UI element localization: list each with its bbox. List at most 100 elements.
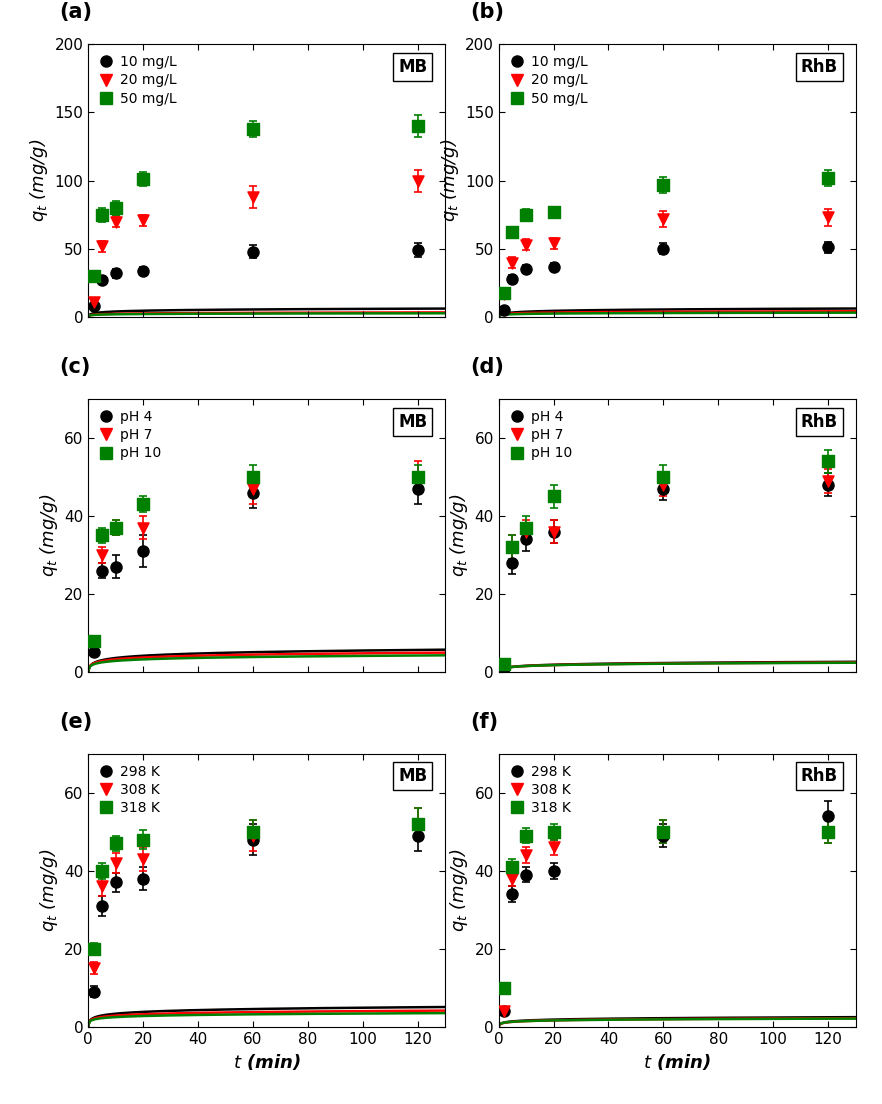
Point	[136, 519, 150, 537]
Point	[821, 209, 835, 226]
Point	[821, 807, 835, 825]
Point	[411, 468, 425, 486]
Point	[86, 940, 101, 957]
Point	[547, 522, 561, 540]
Point	[246, 480, 260, 498]
Text: RhB: RhB	[801, 767, 838, 785]
Point	[505, 539, 519, 556]
Point	[95, 546, 109, 564]
Point	[411, 815, 425, 832]
Point	[136, 211, 150, 229]
Point	[86, 631, 101, 649]
Point	[505, 254, 519, 272]
Point	[411, 827, 425, 845]
X-axis label: $t$ (min): $t$ (min)	[643, 1052, 711, 1072]
Point	[95, 898, 109, 915]
Point	[411, 815, 425, 832]
Point	[108, 213, 123, 231]
Text: MB: MB	[398, 413, 427, 431]
Text: RhB: RhB	[801, 57, 838, 76]
Point	[95, 237, 109, 255]
Point	[136, 850, 150, 868]
Point	[821, 238, 835, 256]
Legend: 10 mg/L, 20 mg/L, 50 mg/L: 10 mg/L, 20 mg/L, 50 mg/L	[95, 51, 181, 109]
Point	[497, 659, 512, 677]
Legend: 298 K, 308 K, 318 K: 298 K, 308 K, 318 K	[505, 761, 575, 819]
Point	[246, 120, 260, 138]
Point	[246, 188, 260, 205]
Point	[136, 870, 150, 888]
Point	[86, 644, 101, 661]
Point	[246, 822, 260, 840]
Y-axis label: $q_t$ (mg/g): $q_t$ (mg/g)	[438, 139, 460, 222]
Point	[505, 554, 519, 572]
Point	[411, 468, 425, 486]
Point	[547, 862, 561, 880]
Point	[519, 531, 533, 549]
Point	[547, 839, 561, 857]
Point	[411, 242, 425, 259]
Point	[86, 267, 101, 285]
Point	[519, 519, 533, 537]
Point	[497, 1002, 512, 1020]
Point	[519, 236, 533, 254]
Legend: pH 4, pH 7, pH 10: pH 4, pH 7, pH 10	[505, 406, 576, 465]
Point	[246, 468, 260, 486]
Point	[497, 285, 512, 302]
Point	[505, 539, 519, 556]
Point	[547, 257, 561, 275]
Point	[246, 484, 260, 501]
Point	[505, 885, 519, 903]
Point	[519, 866, 533, 883]
Point	[821, 822, 835, 840]
Y-axis label: $q_t$ (mg/g): $q_t$ (mg/g)	[448, 849, 470, 932]
Y-axis label: $q_t$ (mg/g): $q_t$ (mg/g)	[38, 493, 60, 577]
Point	[95, 562, 109, 580]
Legend: 298 K, 308 K, 318 K: 298 K, 308 K, 318 K	[95, 761, 164, 819]
Point	[497, 979, 512, 997]
Legend: pH 4, pH 7, pH 10: pH 4, pH 7, pH 10	[95, 406, 166, 465]
Point	[547, 203, 561, 221]
Point	[656, 210, 670, 227]
Point	[656, 822, 670, 840]
Point	[656, 468, 670, 486]
Point	[108, 873, 123, 891]
Point	[519, 206, 533, 224]
Point	[519, 522, 533, 540]
Y-axis label: $q_t$ (mg/g): $q_t$ (mg/g)	[28, 139, 50, 222]
Point	[108, 519, 123, 537]
Point	[108, 854, 123, 872]
Point	[136, 262, 150, 279]
Point	[86, 294, 101, 311]
Point	[246, 830, 260, 848]
Point	[656, 240, 670, 257]
Point	[136, 496, 150, 513]
Point	[547, 522, 561, 540]
Point	[95, 527, 109, 544]
Point	[519, 827, 533, 845]
Point	[411, 117, 425, 135]
Point	[497, 656, 512, 673]
Point	[497, 301, 512, 319]
Point	[136, 542, 150, 560]
Point	[547, 234, 561, 252]
Point	[497, 656, 512, 673]
Point	[821, 453, 835, 470]
Point	[821, 169, 835, 187]
Point	[108, 835, 123, 852]
Text: (f): (f)	[470, 712, 498, 732]
Point	[108, 519, 123, 537]
Point	[505, 270, 519, 288]
Y-axis label: $q_t$ (mg/g): $q_t$ (mg/g)	[38, 849, 60, 932]
Point	[505, 858, 519, 875]
Legend: 10 mg/L, 20 mg/L, 50 mg/L: 10 mg/L, 20 mg/L, 50 mg/L	[505, 51, 592, 109]
Point	[547, 488, 561, 506]
Point	[86, 983, 101, 1000]
Y-axis label: $q_t$ (mg/g): $q_t$ (mg/g)	[448, 493, 470, 577]
Text: RhB: RhB	[801, 413, 838, 431]
Point	[656, 822, 670, 840]
Point	[136, 830, 150, 848]
Point	[95, 862, 109, 880]
Point	[821, 473, 835, 490]
Point	[95, 272, 109, 289]
